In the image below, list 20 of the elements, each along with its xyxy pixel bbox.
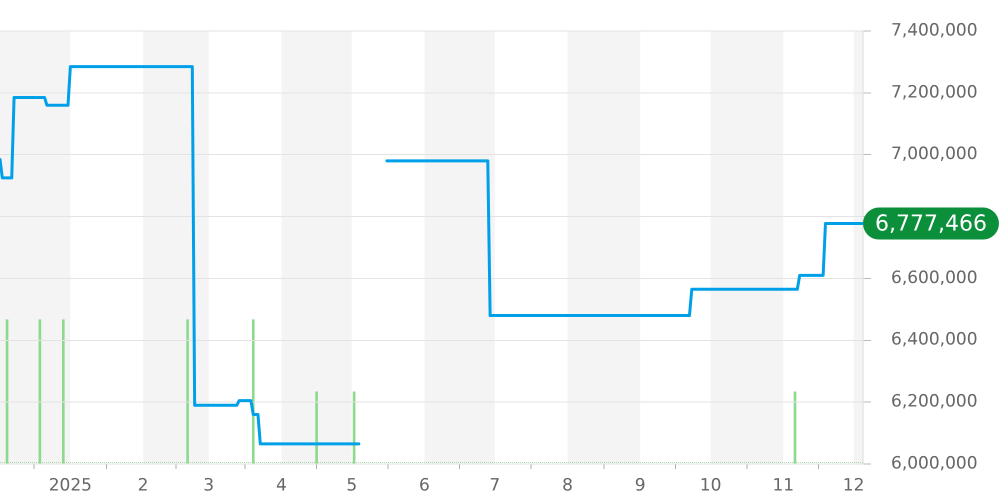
x-tick-label: 5 — [346, 476, 358, 496]
y-tick-label: 7,400,000 — [891, 20, 978, 40]
x-tick-label: 7 — [489, 476, 500, 496]
y-tick-label: 7,200,000 — [891, 82, 978, 102]
y-tick-label: 6,600,000 — [891, 268, 978, 288]
y-tick-label: 6,200,000 — [891, 392, 978, 412]
x-tick-label: 11 — [772, 476, 794, 496]
x-tick-label: 10 — [700, 476, 722, 496]
x-tick-label: 9 — [634, 476, 646, 496]
data-label: 6,777,466 — [875, 211, 987, 236]
x-tick-label: 2025 — [48, 476, 92, 496]
x-tick-label: 8 — [562, 476, 573, 496]
y-tick-label: 7,000,000 — [891, 144, 978, 164]
y-tick-label: 6,400,000 — [891, 330, 978, 350]
y-tick-label: 6,000,000 — [891, 453, 978, 474]
x-tick-label: 4 — [276, 476, 287, 496]
x-tick-label: 3 — [203, 476, 214, 496]
x-tick-label: 2 — [138, 476, 148, 496]
x-tick-label: 6 — [419, 476, 430, 496]
x-tick-label: 12 — [842, 476, 864, 496]
